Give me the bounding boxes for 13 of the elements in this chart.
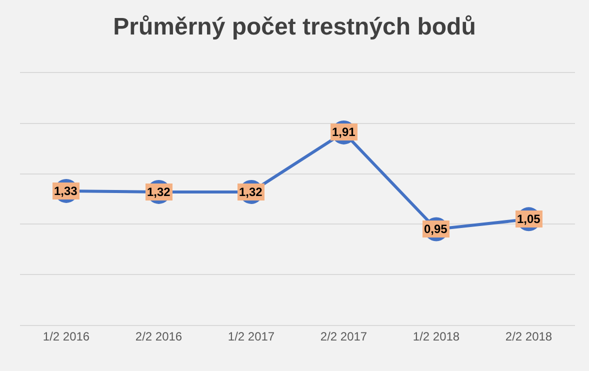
data-label: 1,32 (239, 185, 263, 199)
data-label: 1,91 (332, 125, 356, 139)
chart-title: Průměrný počet trestných bodů (113, 13, 476, 40)
data-label: 1,05 (517, 212, 541, 226)
data-label: 1,32 (147, 185, 171, 199)
x-tick-label: 2/2 2016 (135, 329, 182, 344)
x-tick-label: 1/2 2018 (412, 329, 460, 344)
x-tick-label: 2/2 2017 (320, 329, 368, 344)
x-tick-label: 1/2 2016 (42, 329, 90, 344)
data-label: 1,33 (54, 184, 78, 198)
data-label: 0,95 (424, 222, 448, 236)
x-tick-label: 2/2 2018 (505, 329, 552, 344)
x-tick-label: 1/2 2017 (228, 329, 275, 344)
